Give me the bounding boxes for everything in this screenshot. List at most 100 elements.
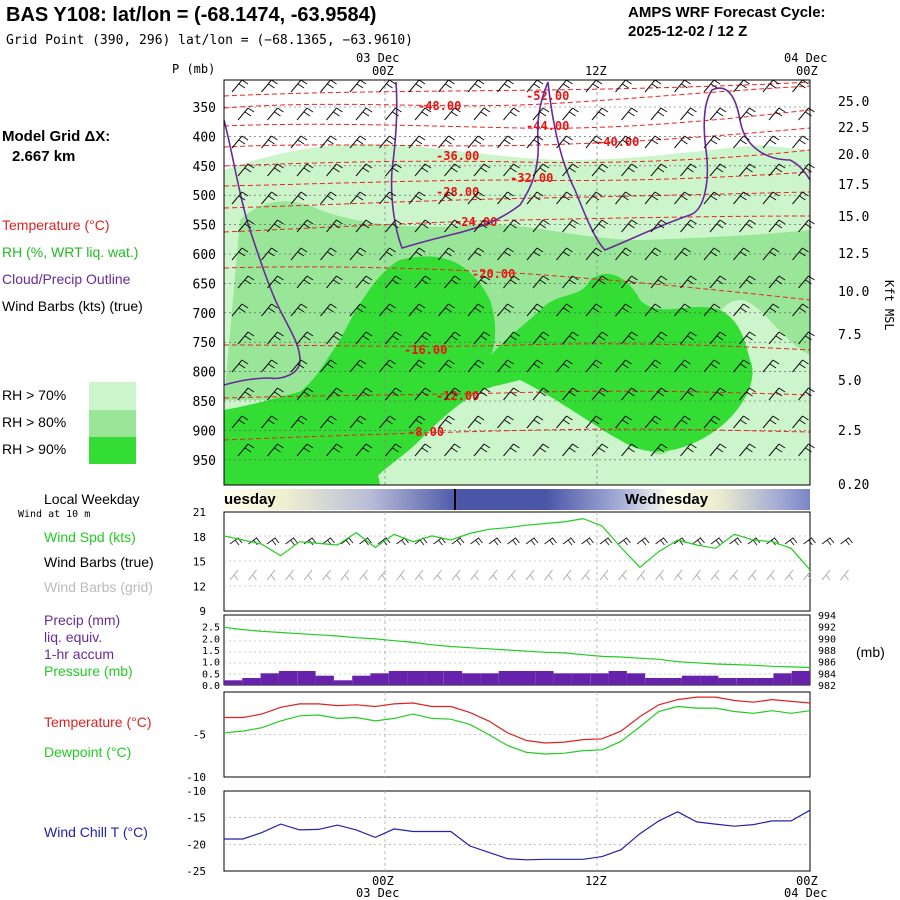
- rh-90-region-low: [224, 380, 380, 485]
- wind-barb: [237, 219, 255, 233]
- height-tick-label: 2.5: [838, 424, 861, 439]
- wind-barb: [444, 387, 461, 401]
- wind-barb: [473, 219, 491, 233]
- wind-barb: [267, 443, 284, 457]
- wind-chill-label: Wind Chill T (°C): [44, 824, 148, 840]
- height-tick-label: 5.0: [838, 374, 861, 389]
- wind-barb: [473, 387, 491, 401]
- wind-barb: [414, 107, 432, 121]
- wind-barb: [556, 247, 573, 261]
- grid-point-label: Grid Point (390, 296) lat/lon = (−68.136…: [6, 33, 413, 48]
- y-tick-label: 2.0: [202, 634, 220, 645]
- wind-barb: [349, 135, 367, 149]
- wind-barb: [438, 135, 455, 149]
- wind-barb-grid: [618, 569, 627, 581]
- weekday-bar: uesday Wednesday: [224, 489, 810, 510]
- temperature-contour-label: -20.00: [472, 267, 515, 281]
- wind-barb-grid: [747, 569, 757, 581]
- wind-barb: [650, 219, 668, 233]
- wind-barb: [733, 191, 750, 205]
- model-grid-label: Model Grid ΔX:: [2, 128, 111, 145]
- wind-barb: [231, 303, 249, 317]
- top-date-2: 04 Dec: [784, 51, 828, 65]
- wind-barb: [615, 247, 632, 261]
- precip-bar: [242, 678, 261, 685]
- wind-barb: [497, 79, 514, 93]
- temperature-label: Temperature (°C): [44, 714, 152, 730]
- wind-barb: [349, 359, 367, 373]
- temperature-contour-label: -52.00: [526, 89, 569, 103]
- wind-barb: [768, 387, 786, 401]
- wind-barb: [585, 247, 603, 261]
- wind-barb: [473, 443, 491, 457]
- wind-barb: [296, 107, 314, 121]
- wind-barb: [503, 331, 520, 345]
- wind-barb: [438, 247, 455, 261]
- wind-barb: [591, 331, 609, 345]
- pressure-unit-label: (mb): [856, 644, 885, 660]
- y-tick-label: 12: [193, 580, 206, 593]
- wind-barb-grid: [525, 569, 535, 581]
- wind-barb: [562, 331, 579, 345]
- precip-bar: [388, 671, 408, 685]
- wind-barb: [320, 191, 337, 205]
- wind-barb: [237, 331, 255, 345]
- wind-barb: [644, 415, 662, 429]
- pressure-line: [223, 626, 811, 669]
- wind-barb: [408, 359, 426, 373]
- wind-barb: [326, 443, 343, 457]
- wind-barb: [644, 359, 662, 373]
- wind-barb: [703, 247, 721, 261]
- wind-barb-grid: [766, 569, 775, 581]
- temperature-contour-label: -24.00: [454, 215, 497, 229]
- wind-barb: [467, 359, 485, 373]
- wind-barb: [385, 219, 402, 233]
- wind-barb: [532, 387, 550, 401]
- cloud-outline-right: [547, 81, 811, 251]
- wind-barb-true: [544, 537, 557, 546]
- wind-barb: [379, 359, 396, 373]
- temperature-contour-label: -36.00: [436, 149, 479, 163]
- wind-barb: [379, 191, 396, 205]
- wind-barb: [296, 275, 314, 289]
- height-tick-label: 25.0: [838, 95, 869, 110]
- wind-barb: [379, 135, 396, 149]
- wind-barb: [385, 275, 402, 289]
- wind-barb: [296, 331, 314, 345]
- wind-barbs-grid-label: Wind Barbs (grid): [44, 579, 153, 595]
- wind-barb-true: [599, 537, 613, 546]
- wind-barb-grid: [414, 569, 424, 581]
- wind-barb: [467, 415, 485, 429]
- wind-barb: [290, 415, 308, 429]
- wind-barb-grid: [581, 569, 590, 581]
- wind-barb: [231, 247, 249, 261]
- wind-barb: [792, 191, 809, 205]
- precip-bar: [700, 675, 719, 685]
- wind-barb: [296, 163, 314, 177]
- precip-bar: [590, 673, 609, 685]
- pressure-tick-label: 800: [193, 366, 216, 381]
- wind-barb-true: [266, 537, 280, 546]
- wind-barb: [591, 107, 609, 121]
- y-tick-label: 18: [193, 531, 206, 544]
- rh-scale-70-label: RH > 70%: [2, 387, 67, 403]
- bottom-time-1: 00Z: [372, 874, 394, 888]
- wind-barb: [385, 331, 402, 345]
- wind-barbs-true-label: Wind Barbs (true): [44, 554, 154, 570]
- wind-barb: [733, 247, 750, 261]
- wind-barb: [680, 387, 697, 401]
- wind-barb-grid: [729, 569, 738, 581]
- height-tick-label: 10.0: [838, 285, 869, 300]
- wind-barb-grid: [340, 569, 350, 581]
- wind-barb-true: [470, 537, 483, 546]
- wind-barb: [680, 275, 697, 289]
- y-tick-label: -5: [193, 729, 206, 742]
- wind-barb: [591, 219, 609, 233]
- pressure-tick-label: 900: [193, 424, 216, 439]
- wind-barb: [355, 387, 373, 401]
- wind-barb: [674, 359, 691, 373]
- wind-barb-true: [618, 537, 631, 546]
- wind-barb-grid: [655, 569, 664, 581]
- wind-barb: [467, 303, 485, 317]
